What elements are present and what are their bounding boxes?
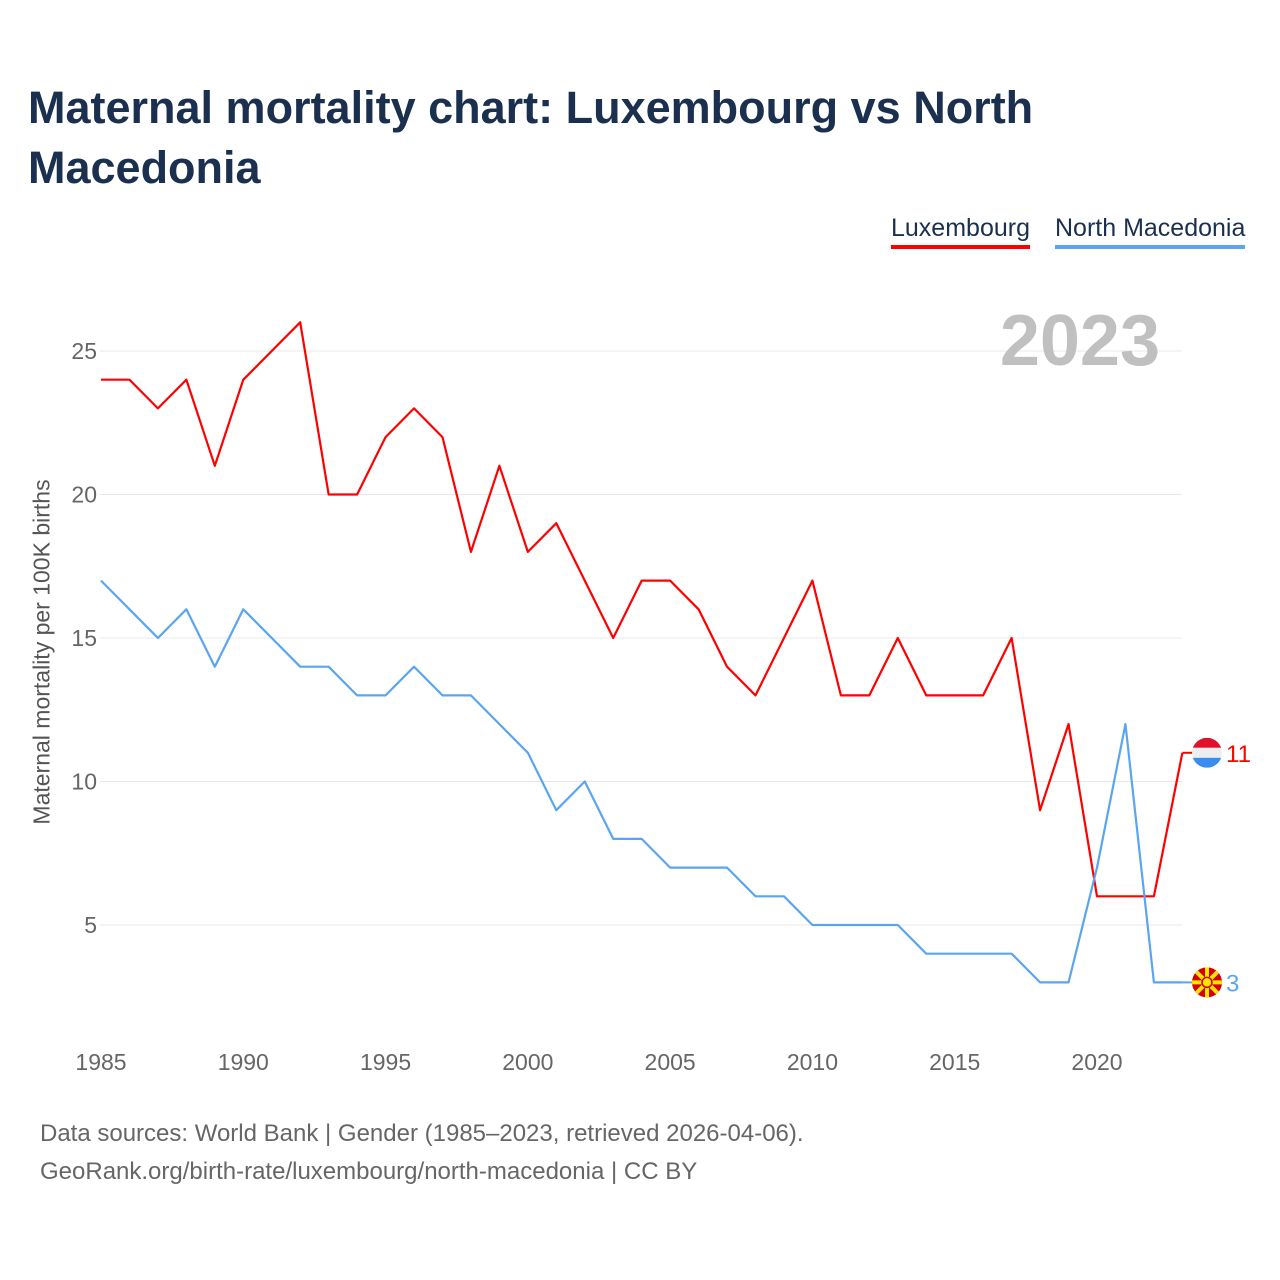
x-tick-label: 2005 xyxy=(645,1049,696,1075)
x-tick-label: 1995 xyxy=(360,1049,411,1075)
y-tick-label: 20 xyxy=(71,482,97,508)
chart-title: Maternal mortality chart: Luxembourg vs … xyxy=(28,82,1034,193)
legend-north-macedonia[interactable]: North Macedonia xyxy=(1055,214,1246,249)
y-tick-label: 15 xyxy=(71,625,97,651)
end-value-label: 3 xyxy=(1226,970,1239,997)
flag-body xyxy=(1192,737,1222,768)
y-tick-label: 10 xyxy=(71,769,97,795)
year-label: 2023 xyxy=(999,301,1160,381)
flag-body xyxy=(1192,967,1222,998)
series-line-luxembourg xyxy=(101,321,1184,898)
flag-stripe xyxy=(1192,747,1222,758)
source-text: Data sources: World Bank | Gender (1985–… xyxy=(40,1120,804,1147)
y-tick-label: 5 xyxy=(84,912,97,938)
flag-north-macedonia-icon xyxy=(1192,967,1222,998)
x-tick-label: 2020 xyxy=(1071,1049,1122,1075)
flag-stripe xyxy=(1192,757,1222,768)
x-tick-label: 2000 xyxy=(502,1049,553,1075)
flag-stripe xyxy=(1192,737,1222,748)
legend-luxembourg[interactable]: Luxembourg xyxy=(891,214,1030,249)
x-tick-label: 2015 xyxy=(929,1049,980,1075)
flag-luxembourg-icon xyxy=(1192,737,1222,768)
x-tick-label: 1985 xyxy=(75,1049,126,1075)
end-value-label: 11 xyxy=(1226,741,1251,768)
x-tick-label: 1990 xyxy=(218,1049,269,1075)
flag-sun xyxy=(1201,976,1213,989)
series-line-north-macedonia xyxy=(100,579,1183,984)
y-tick-label: 25 xyxy=(71,338,97,364)
source-link[interactable]: GeoRank.org/birth-rate/luxembourg/north-… xyxy=(40,1158,698,1185)
x-tick-label: 2010 xyxy=(787,1049,838,1075)
